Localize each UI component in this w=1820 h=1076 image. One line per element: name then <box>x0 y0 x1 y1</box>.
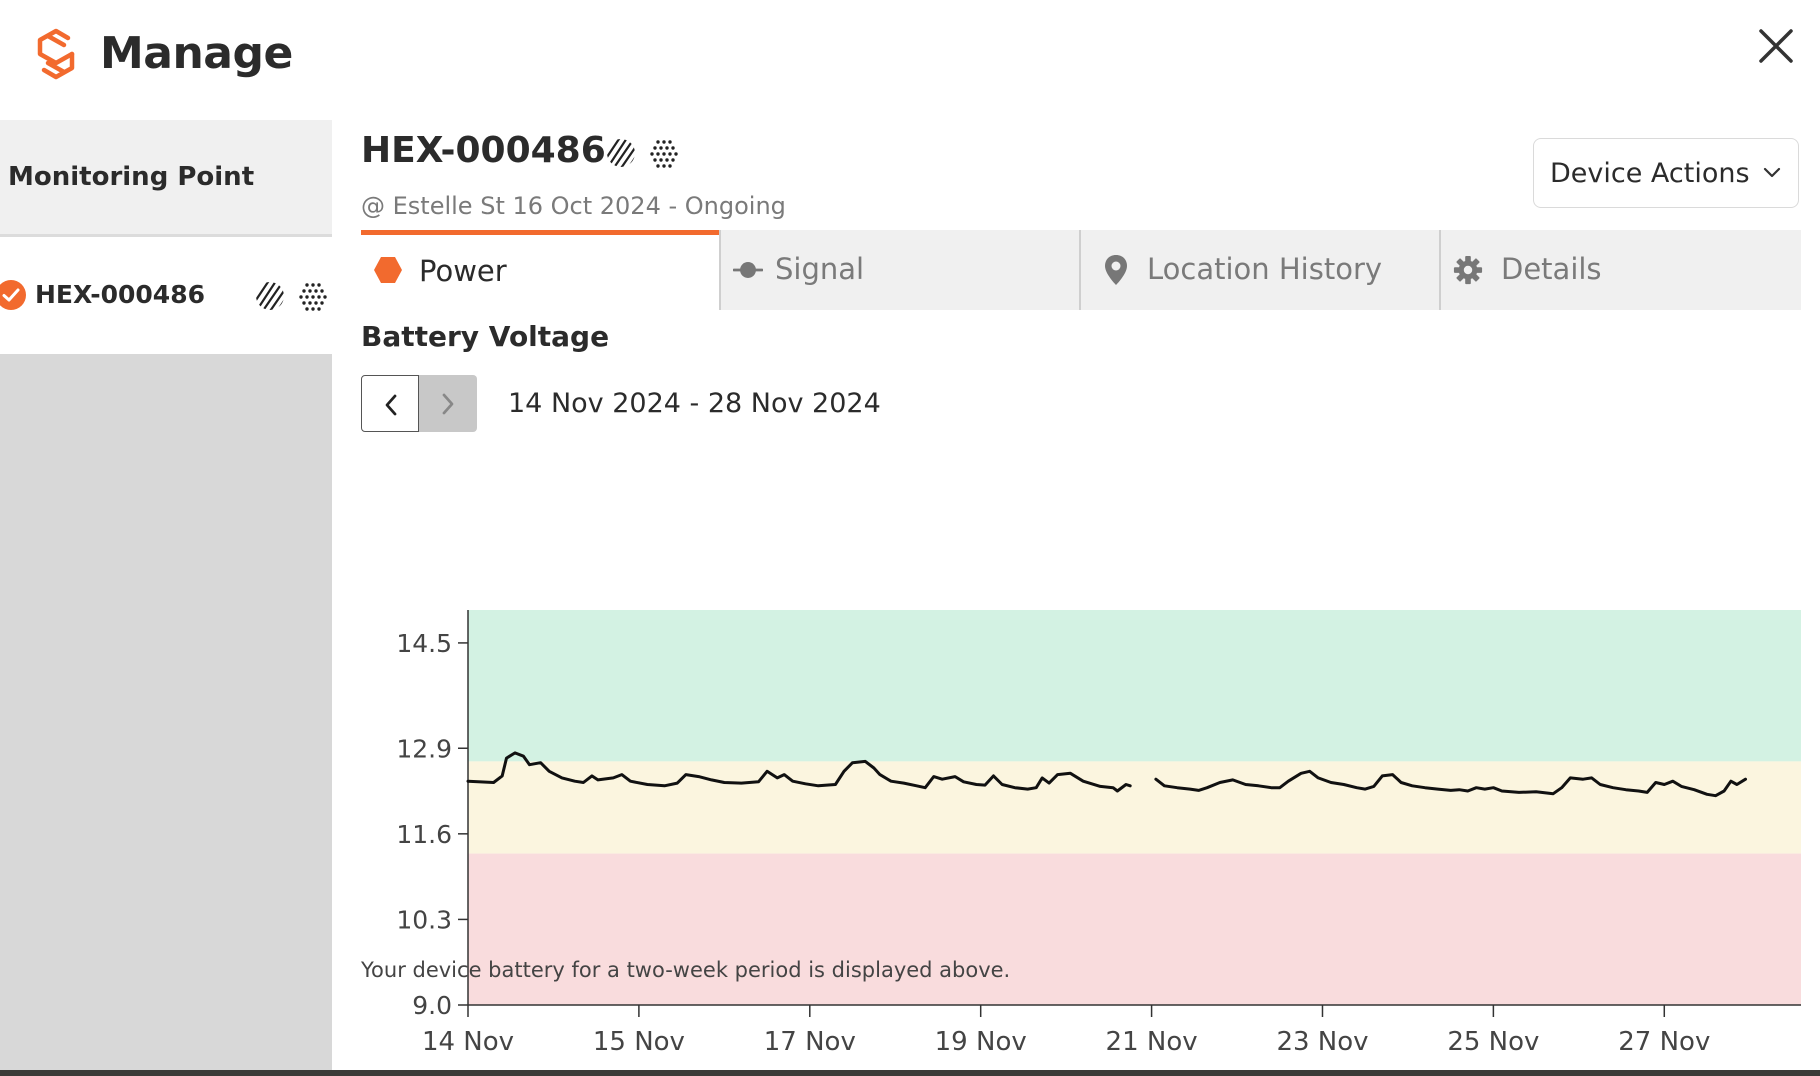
x-tick-label: 17 Nov <box>764 1027 856 1057</box>
tab-power-label: Power <box>419 254 507 288</box>
device-title-badges <box>607 139 678 168</box>
previous-period-button[interactable] <box>361 375 419 432</box>
threshold-zone-0 <box>468 610 1801 762</box>
map-pin-icon <box>1105 255 1127 285</box>
app-title: Manage <box>100 28 293 79</box>
threshold-zone-1 <box>468 761 1801 854</box>
tab-divider <box>719 230 721 310</box>
device-badges <box>256 282 327 311</box>
series-line-segment-0 <box>466 751 1132 793</box>
tab-divider <box>1439 230 1441 310</box>
threshold-zone-2 <box>468 853 1801 1005</box>
tab-divider <box>1079 230 1081 310</box>
chevron-left-icon <box>385 394 397 416</box>
tab-details[interactable]: Details <box>1441 230 1801 310</box>
dotted-icon <box>650 140 678 168</box>
chevron-down-icon <box>1763 167 1781 178</box>
device-title: HEX-000486 <box>361 130 606 171</box>
check-icon <box>0 280 26 310</box>
y-tick-label: 12.9 <box>396 734 452 763</box>
map-background-strip <box>0 1070 1820 1076</box>
brand-logo <box>37 28 75 80</box>
battery-voltage-chart: 9.0 10.3 11.6 12.9 14.5 14 Nov 15 Nov 17 Nov 19 … <box>396 610 1801 1057</box>
main-panel: HEX-000486 @ Estelle St 16 Oct 2024 - On… <box>361 120 1801 1072</box>
y-tick-label: 14.5 <box>396 629 452 658</box>
device-actions-label: Device Actions <box>1550 158 1750 189</box>
tab-location-history[interactable]: Location History <box>1081 230 1439 310</box>
chevron-right-icon <box>442 393 454 415</box>
sidebar-header-label: Monitoring Point <box>8 162 255 192</box>
next-period-button[interactable] <box>419 375 477 432</box>
y-tick-label: 9.0 <box>412 991 452 1020</box>
gear-icon <box>1453 255 1483 285</box>
chart-footnote: Your device battery for a two-week perio… <box>361 958 1011 982</box>
x-tick-label: 27 Nov <box>1618 1027 1710 1057</box>
hexagon-icon <box>374 257 402 283</box>
series-line-segment-1 <box>1154 769 1747 798</box>
date-range: 14 Nov 2024 - 28 Nov 2024 <box>508 388 881 419</box>
tab-signal[interactable]: Signal <box>721 230 1079 310</box>
tab-signal-label: Signal <box>775 252 865 286</box>
tab-location-history-label: Location History <box>1147 252 1383 286</box>
tab-details-label: Details <box>1501 252 1602 286</box>
sidebar-item-hex-000486[interactable]: HEX-000486 <box>0 237 332 354</box>
x-tick-label: 15 Nov <box>593 1027 685 1057</box>
tab-power[interactable]: Power <box>361 230 719 310</box>
dotted-icon <box>299 283 327 311</box>
x-tick-label: 14 Nov <box>422 1027 514 1057</box>
hatched-icon <box>256 282 284 310</box>
x-tick-label: 23 Nov <box>1276 1027 1368 1057</box>
device-actions-button[interactable]: Device Actions <box>1533 138 1799 208</box>
x-tick-label: 19 Nov <box>935 1027 1027 1057</box>
section-title: Battery Voltage <box>361 320 610 353</box>
device-subtitle: @ Estelle St 16 Oct 2024 - Ongoing <box>361 192 786 220</box>
sidebar-item-label: HEX-000486 <box>35 280 205 309</box>
sidebar-header: Monitoring Point <box>0 120 332 237</box>
x-tick-label: 25 Nov <box>1447 1027 1539 1057</box>
y-tick-label: 11.6 <box>396 820 452 849</box>
app-header: Manage <box>0 0 1820 120</box>
hatched-icon <box>607 139 635 167</box>
signal-icon <box>733 262 763 278</box>
x-tick-label: 21 Nov <box>1106 1027 1198 1057</box>
sidebar: Monitoring Point HEX-000486 <box>0 120 332 1072</box>
close-icon[interactable] <box>1752 22 1800 70</box>
y-tick-label: 10.3 <box>396 905 452 934</box>
tab-bar: Power Signal Location History <box>361 230 1801 310</box>
